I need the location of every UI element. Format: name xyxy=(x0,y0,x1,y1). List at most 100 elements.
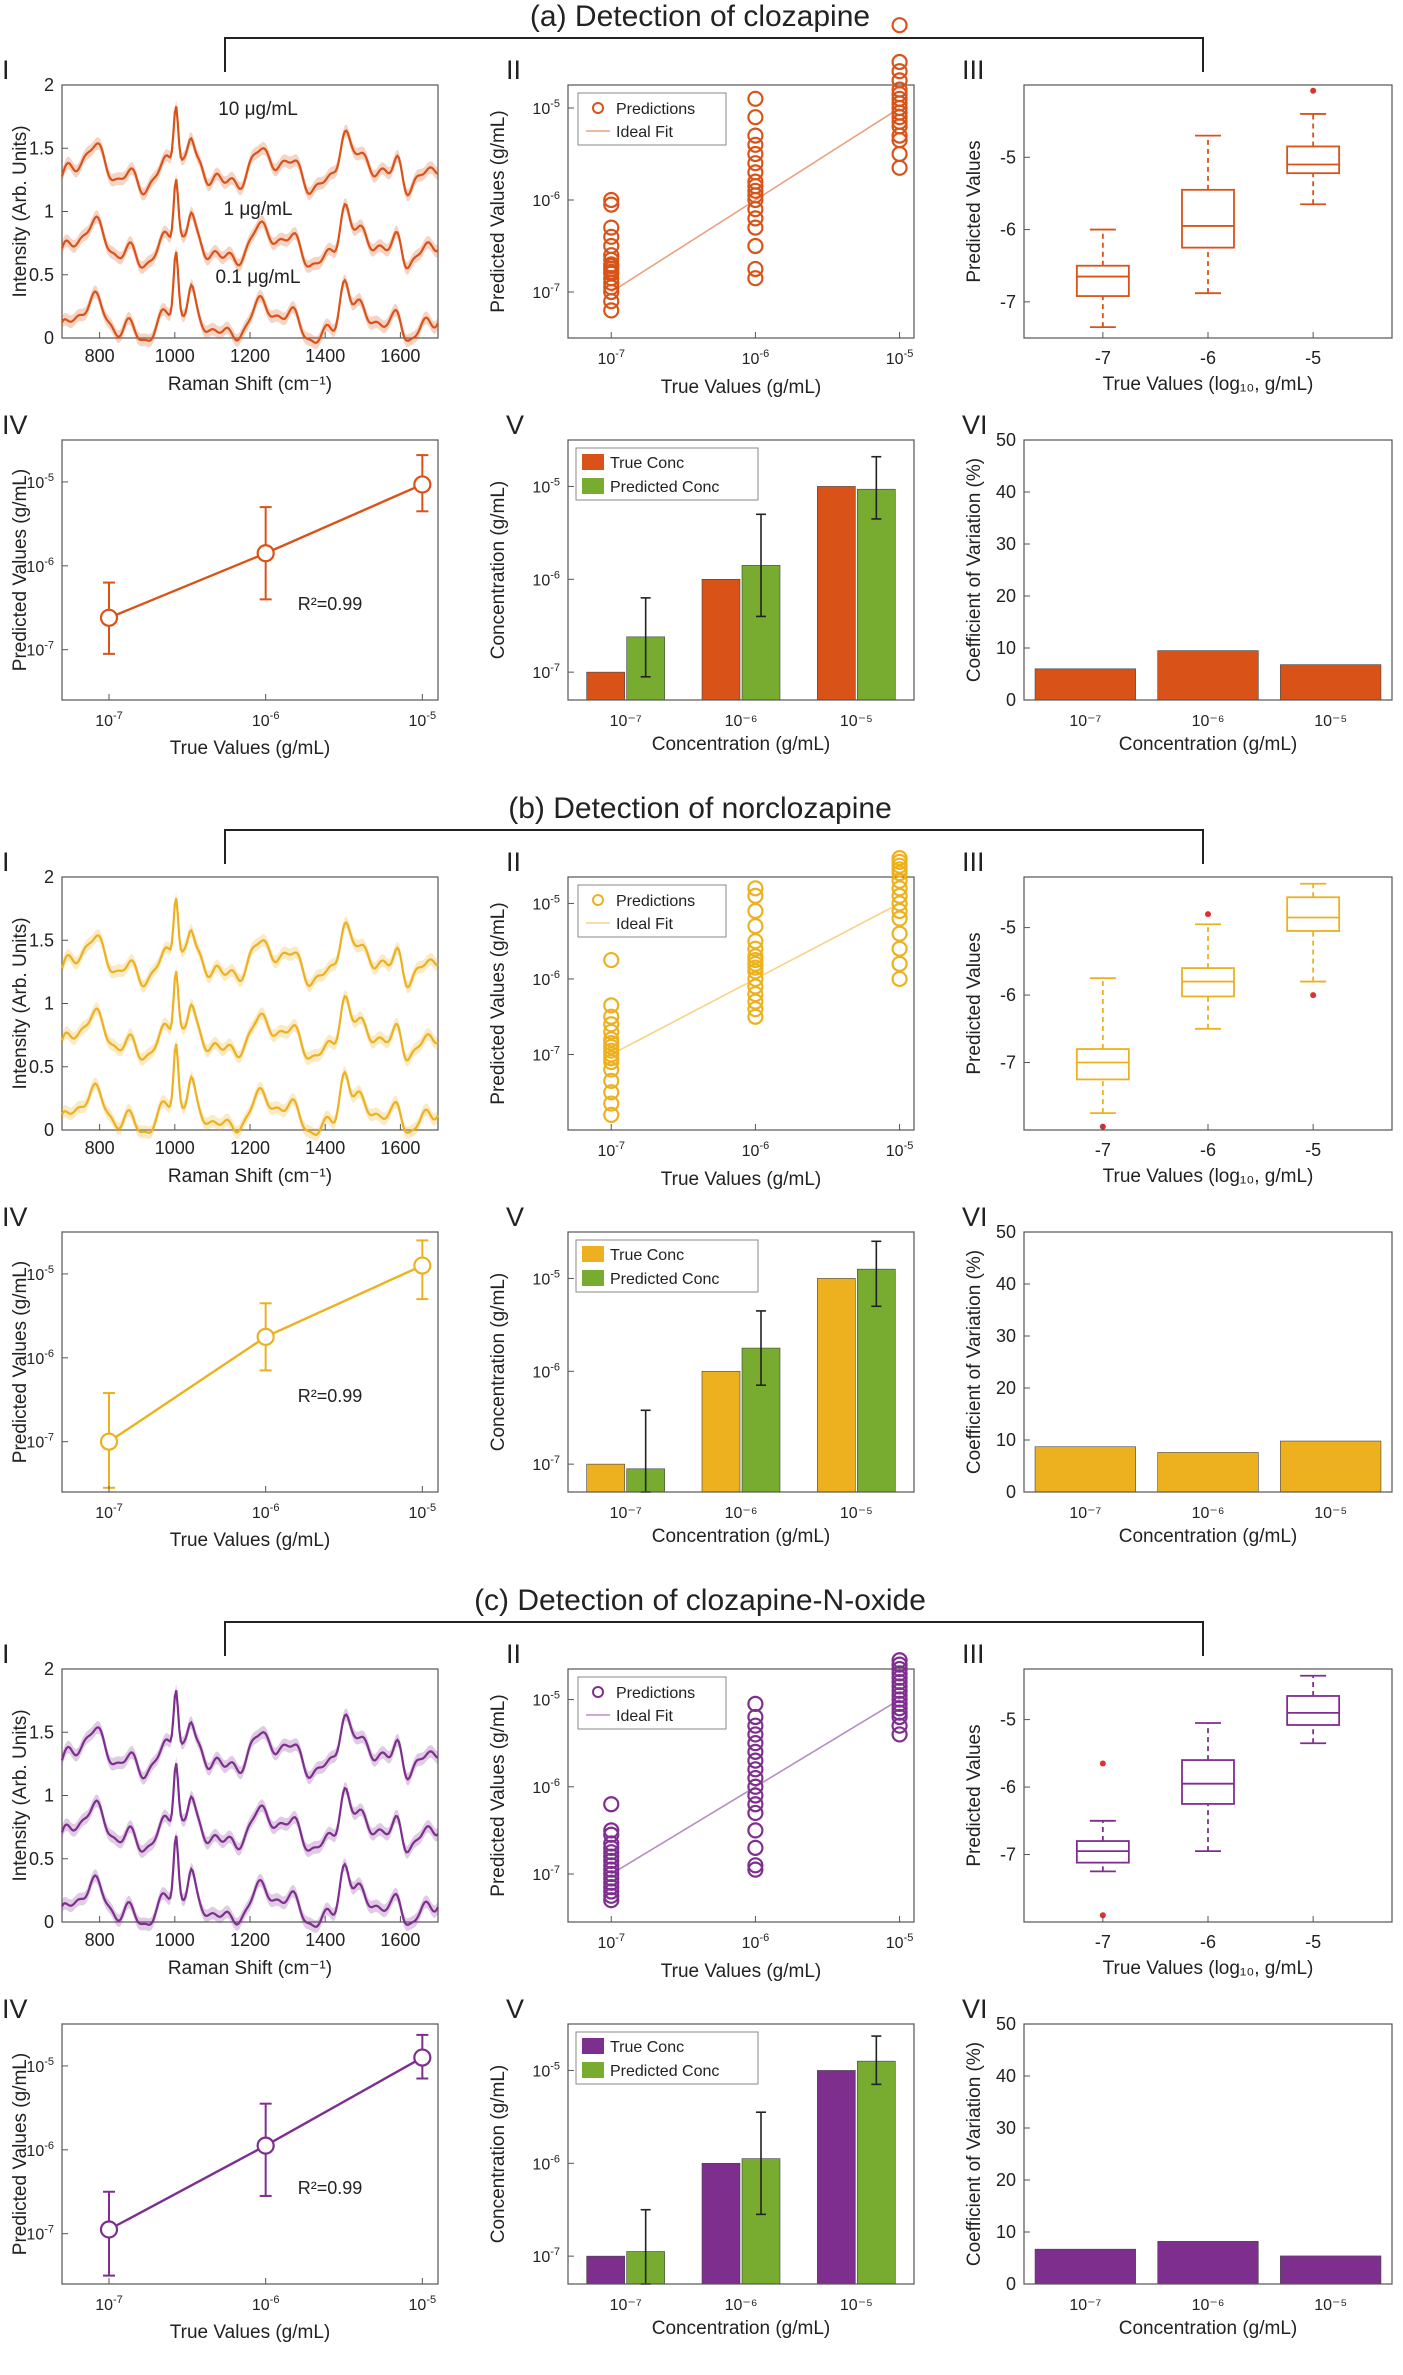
y-tick-label: -6 xyxy=(1000,220,1016,240)
panel-I: 800 1000 1200 1400 1600 0 0.5 1 1.5 2 Raman Shift … xyxy=(10,867,439,1187)
legend-marker-predictions xyxy=(592,102,604,114)
prediction-point xyxy=(747,1857,764,1874)
y-tick-label: -5 xyxy=(1000,1710,1016,1730)
prediction-point xyxy=(747,1839,764,1856)
panel-VI: 10⁻⁷ 10⁻⁶ 10⁻⁵ 0 10 20 30 40 50 Concentration (g/… xyxy=(964,430,1393,755)
y-tick-label: 1 xyxy=(44,1786,54,1806)
r-squared-annotation: R²=0.99 xyxy=(298,2178,363,2198)
x-tick-label: 10⁻⁷ xyxy=(610,713,642,730)
x-tick-label: -7 xyxy=(1095,1140,1111,1160)
x-axis-label: Concentration (g/mL) xyxy=(652,734,830,755)
y-axis-label: Coefficient of Variation (%) xyxy=(964,1250,985,1474)
y-tick-label: 0 xyxy=(44,328,54,348)
box--6 xyxy=(1181,134,1235,295)
panel-I: 800 1000 1200 1400 1600 0 0.5 1 1.5 2 Raman Shift … xyxy=(10,1659,439,1979)
cv-bar xyxy=(1034,1446,1136,1493)
y-tick-label: 50 xyxy=(996,430,1016,450)
x-tick-label: 10⁻⁶ xyxy=(1192,2297,1225,2314)
prediction-point xyxy=(891,910,908,927)
panel-label-IV: IV xyxy=(2,1994,28,2024)
x-tick-label: 10-5 xyxy=(886,1140,914,1160)
y-tick-label: 1 xyxy=(44,994,54,1014)
x-axis-label: True Values (g/mL) xyxy=(661,1961,822,1982)
y-tick-label: -7 xyxy=(1000,1053,1016,1073)
cv-bar xyxy=(1157,1452,1259,1493)
y-tick-label: 10-6 xyxy=(26,1348,54,1368)
legend-swatch-predicted xyxy=(582,2062,604,2078)
mean-point xyxy=(99,2220,119,2239)
box-iqr xyxy=(1286,145,1341,175)
prediction-point xyxy=(891,872,908,889)
x-tick-label: 1000 xyxy=(155,1930,195,1950)
bar-true-conc xyxy=(817,1278,856,1493)
x-tick-label: 1200 xyxy=(230,1138,270,1158)
y-tick-label: 10-5 xyxy=(26,1264,54,1284)
panel-label-VI: VI xyxy=(962,1202,988,1232)
cv-bar xyxy=(1280,2255,1382,2285)
x-tick-label: 10-5 xyxy=(886,348,914,368)
y-axis-label: Predicted Values (g/mL) xyxy=(10,2053,31,2255)
panel-III: -7 -6 -5 -7 -6 -5 True Values (log₁₀, g/mL) Pre… xyxy=(964,84,1393,395)
legend-box xyxy=(575,2031,759,2085)
prediction-point xyxy=(747,210,764,227)
y-tick-label: 10-5 xyxy=(26,2056,54,2076)
y-tick-label: 10-6 xyxy=(532,969,560,989)
prediction-point xyxy=(747,1717,764,1734)
x-tick-label: 10⁻⁶ xyxy=(725,1505,758,1522)
panel-label-IV: IV xyxy=(2,410,28,440)
y-tick-label: -7 xyxy=(1000,1845,1016,1865)
bar-true-conc xyxy=(586,1463,625,1493)
prediction-point xyxy=(603,1106,620,1123)
y-tick-label: 10-7 xyxy=(26,640,54,660)
y-tick-label: 40 xyxy=(996,1274,1016,1294)
y-tick-label: 0 xyxy=(1006,2274,1016,2294)
prediction-point xyxy=(747,260,764,278)
panel-label-III: III xyxy=(962,1639,985,1669)
spectrum-line xyxy=(60,898,439,989)
spectrum-line xyxy=(60,971,439,1062)
prediction-point xyxy=(747,1726,764,1743)
x-tick-label: 10-7 xyxy=(95,710,123,730)
x-tick-label: 10-6 xyxy=(252,710,280,730)
panel-V: 10⁻⁷ 10⁻⁶ 10⁻⁵ 10-7 10-6 10-5 True Conc Predict… xyxy=(488,439,915,755)
y-tick-label: 10-6 xyxy=(532,1777,560,1797)
panel-VI: 10⁻⁷ 10⁻⁶ 10⁻⁵ 0 10 20 30 40 50 Concentration (g/… xyxy=(964,1222,1393,1547)
prediction-point xyxy=(603,237,620,255)
prediction-point xyxy=(603,1072,620,1090)
prediction-point xyxy=(891,940,908,957)
box--6 xyxy=(1181,1722,1235,1853)
prediction-point xyxy=(747,1735,764,1752)
prediction-point xyxy=(891,159,908,176)
panel-I: 10 μg/mL 1 μg/mL 0.1 μg/mL 800 1000 1200 1400 1… xyxy=(10,75,439,395)
y-axis-label: Coefficient of Variation (%) xyxy=(964,458,985,682)
x-axis-label: Concentration (g/mL) xyxy=(1119,734,1297,755)
prediction-point xyxy=(747,887,764,904)
legend-marker-predictions xyxy=(592,1686,604,1698)
spectrum-band xyxy=(62,892,438,994)
axes-box xyxy=(567,2023,915,2285)
x-tick-label: -7 xyxy=(1095,348,1111,368)
section-bracket xyxy=(224,37,1204,72)
x-axis-label: Raman Shift (cm⁻¹) xyxy=(168,374,332,395)
mean-point xyxy=(256,1327,275,1346)
legend: True Conc Predicted Conc xyxy=(575,447,759,501)
x-tick-label: 10⁻⁶ xyxy=(1192,713,1225,730)
bar-true-conc xyxy=(817,486,856,701)
y-tick-label: 10-6 xyxy=(532,1361,560,1381)
y-tick-label: 10-7 xyxy=(532,1864,560,1884)
legend: Predictions Ideal Fit xyxy=(577,884,727,938)
y-tick-label: 10-5 xyxy=(532,893,560,913)
y-tick-label: 0.5 xyxy=(29,1849,54,1869)
cv-bar xyxy=(1157,2241,1259,2285)
prediction-point xyxy=(747,1796,764,1813)
y-axis-label: Predicted Values xyxy=(964,1724,985,1866)
legend-label: Ideal Fit xyxy=(616,124,673,141)
prediction-point xyxy=(891,145,908,163)
prediction-point xyxy=(747,970,764,988)
outlier-point xyxy=(1310,992,1317,999)
panel-II: 10-7 10-6 10-5 10-7 10-6 10-5 Predictions Ideal… xyxy=(488,850,915,1190)
x-axis-label: True Values (log₁₀, g/mL) xyxy=(1103,374,1314,395)
prediction-point xyxy=(603,256,620,273)
x-tick-label: 10-6 xyxy=(252,1502,280,1522)
